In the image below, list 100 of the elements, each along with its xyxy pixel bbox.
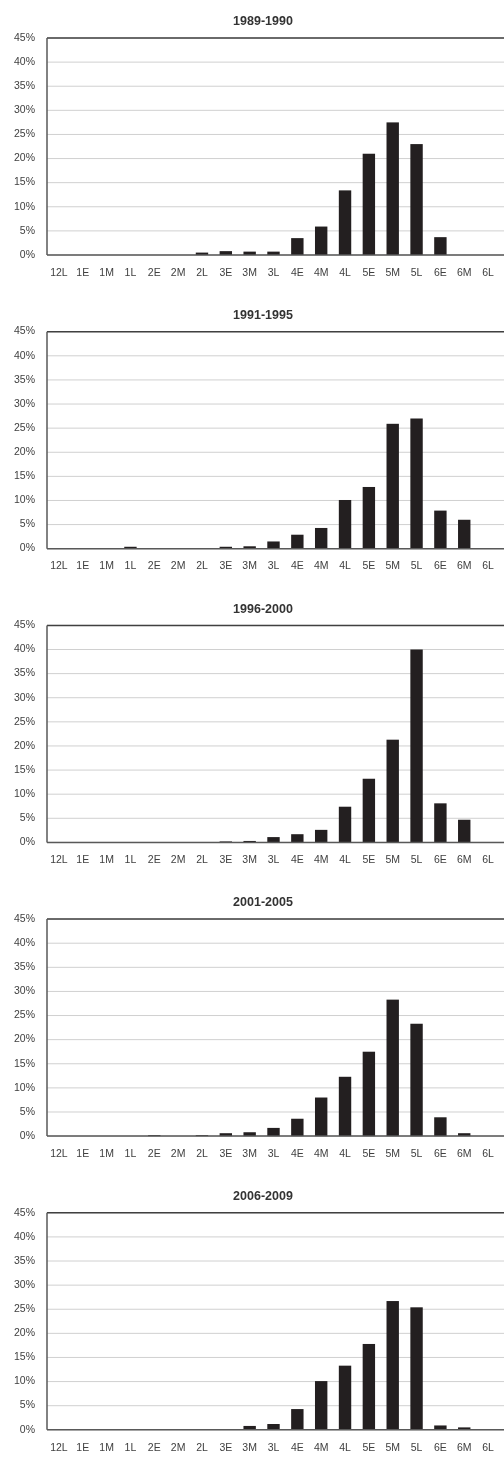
- y-tick-label: 35%: [13, 79, 35, 91]
- x-tick-label: 4L: [339, 265, 352, 278]
- x-tick-label: 5M: [385, 853, 401, 866]
- x-tick-label: 2L: [196, 1440, 208, 1453]
- y-tick-label: 40%: [13, 54, 35, 67]
- x-tick-label: 12L: [50, 559, 68, 572]
- y-tick-label: 40%: [13, 1229, 35, 1242]
- y-tick-label: 35%: [13, 372, 35, 385]
- y-tick-label: 0%: [19, 1422, 35, 1435]
- x-tick-label: 2M: [170, 1440, 186, 1453]
- x-tick-label: 1E: [76, 265, 90, 278]
- y-tick-label: 25%: [13, 420, 35, 433]
- x-tick-label: 4L: [339, 1146, 352, 1159]
- x-tick-label: 6L: [482, 853, 495, 866]
- x-tick-label: 6M: [456, 265, 472, 278]
- x-tick-label: 12L: [50, 853, 68, 866]
- x-tick-label: 5E: [362, 1146, 376, 1159]
- x-tick-label: 3L: [267, 265, 280, 278]
- x-tick-label: 3L: [267, 1440, 280, 1453]
- y-tick-label: 10%: [13, 199, 35, 212]
- x-tick-label: 1M: [99, 265, 114, 278]
- y-tick-label: 40%: [13, 348, 35, 361]
- x-tick-label: 1M: [99, 559, 114, 572]
- x-tick-label: 1M: [99, 1440, 114, 1453]
- y-tick-label: 30%: [13, 1277, 35, 1290]
- x-tick-label: 6L: [482, 1440, 495, 1453]
- x-tick-label: 12L: [50, 1146, 68, 1159]
- x-tick-label: 6M: [456, 1146, 472, 1159]
- x-tick-label: 1L: [124, 1440, 137, 1453]
- chart-title: 2006-2009: [233, 1189, 293, 1204]
- x-tick-label: 2L: [196, 1146, 208, 1159]
- x-tick-label: 3E: [219, 1440, 233, 1453]
- y-tick-label: 10%: [13, 1080, 35, 1093]
- y-tick-label: 0%: [19, 247, 35, 260]
- x-tick-label: 1L: [124, 1146, 137, 1159]
- y-tick-label: 0%: [19, 1128, 35, 1141]
- chart-title: 2001-2005: [233, 895, 293, 910]
- y-tick-label: 40%: [13, 642, 35, 655]
- x-tick-label: 3E: [219, 559, 233, 572]
- y-tick-label: 35%: [13, 960, 35, 973]
- x-tick-label: 5E: [362, 265, 376, 278]
- x-tick-label: 5E: [362, 559, 376, 572]
- x-tick-label: 4E: [290, 853, 304, 866]
- y-tick-label: 15%: [13, 175, 35, 188]
- y-tick-label: 15%: [13, 762, 35, 775]
- x-tick-label: 2M: [170, 265, 186, 278]
- y-tick-label: 45%: [13, 324, 35, 337]
- y-tick-label: 45%: [13, 1205, 35, 1218]
- x-tick-label: 12L: [50, 265, 68, 278]
- x-tick-label: 5M: [385, 1440, 401, 1453]
- x-tick-label: 1M: [99, 1146, 114, 1159]
- y-tick-label: 5%: [19, 1398, 35, 1411]
- x-tick-label: 6E: [433, 1440, 447, 1453]
- x-tick-label: 4E: [290, 1440, 304, 1453]
- chart-title: 1989-1990: [233, 14, 293, 29]
- x-tick-label: 3L: [267, 853, 280, 866]
- x-tick-label: 6M: [456, 559, 472, 572]
- x-tick-label: 2L: [196, 265, 208, 278]
- x-tick-label: 4E: [290, 559, 304, 572]
- x-tick-label: 2M: [170, 559, 186, 572]
- y-tick-label: 45%: [13, 911, 35, 924]
- x-tick-label: 6M: [456, 1440, 472, 1453]
- y-tick-label: 45%: [13, 618, 35, 631]
- x-tick-label: 1M: [99, 853, 114, 866]
- y-tick-label: 15%: [13, 469, 35, 482]
- x-tick-label: 3M: [242, 1146, 257, 1159]
- x-tick-label: 2L: [196, 559, 208, 572]
- x-tick-label: 1E: [76, 1440, 90, 1453]
- y-tick-label: 25%: [13, 1302, 35, 1315]
- x-tick-label: 1L: [124, 853, 137, 866]
- y-tick-label: 30%: [13, 103, 35, 116]
- x-tick-label: 6E: [433, 265, 447, 278]
- y-tick-label: 20%: [13, 151, 35, 164]
- y-tick-label: 10%: [13, 786, 35, 799]
- x-tick-label: 5L: [410, 559, 423, 572]
- x-tick-label: 4E: [290, 265, 304, 278]
- x-tick-label: 5L: [410, 1440, 423, 1453]
- y-tick-label: 15%: [13, 1350, 35, 1363]
- y-tick-label: 25%: [13, 1008, 35, 1021]
- x-tick-label: 5E: [362, 1440, 376, 1453]
- x-tick-label: 5L: [410, 1146, 423, 1159]
- y-tick-label: 40%: [13, 935, 35, 948]
- x-tick-label: 6L: [482, 265, 495, 278]
- x-tick-label: 1L: [124, 265, 137, 278]
- x-tick-label: 2E: [147, 1146, 161, 1159]
- x-tick-label: 4M: [313, 1146, 329, 1159]
- x-tick-label: 2E: [147, 265, 161, 278]
- x-tick-label: 5M: [385, 265, 401, 278]
- y-tick-label: 30%: [13, 396, 35, 409]
- x-tick-label: 3E: [219, 853, 233, 866]
- x-tick-label: 1E: [76, 559, 90, 572]
- x-tick-label: 2E: [147, 853, 161, 866]
- chart-title: 1991-1995: [233, 308, 293, 322]
- x-tick-label: 12L: [50, 1440, 68, 1453]
- y-tick-label: 30%: [13, 984, 35, 997]
- x-tick-label: 6E: [433, 559, 447, 572]
- y-tick-label: 5%: [19, 811, 35, 824]
- x-tick-label: 2M: [170, 853, 186, 866]
- y-tick-label: 35%: [13, 1253, 35, 1266]
- x-tick-label: 6E: [433, 853, 447, 866]
